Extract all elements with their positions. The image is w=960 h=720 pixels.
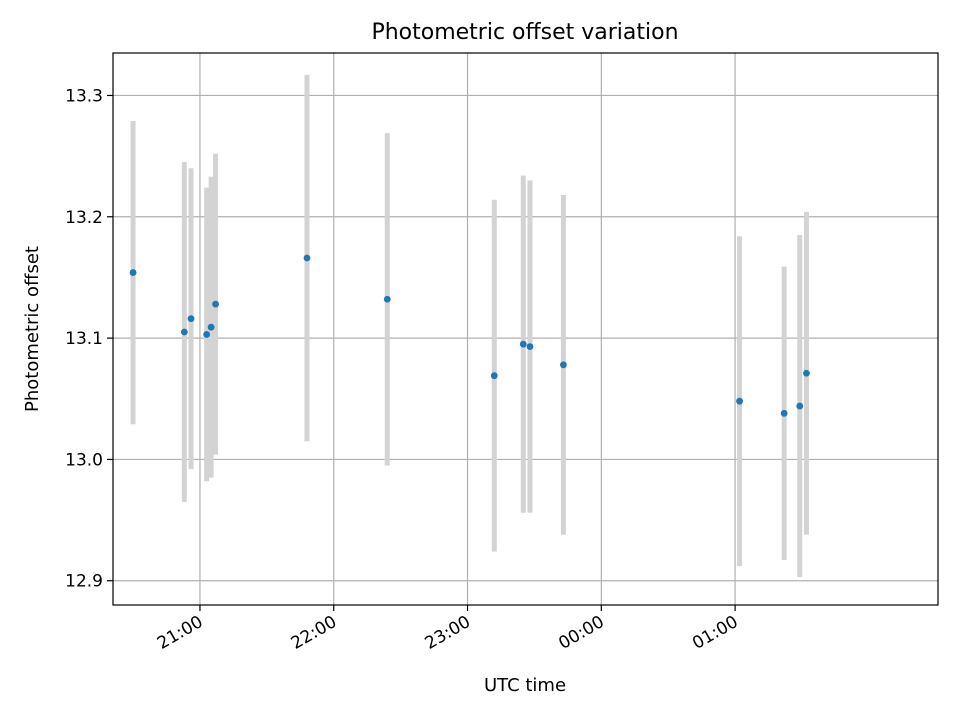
y-tick-label: 13.0 bbox=[65, 450, 103, 470]
x-axis-label: UTC time bbox=[484, 675, 566, 696]
x-tick-label: 22:00 bbox=[288, 612, 340, 654]
data-point bbox=[796, 402, 804, 410]
x-axis-ticks: 21:00 22:00 23:00 00:00 01:00 bbox=[154, 605, 742, 654]
y-tick-label: 13.2 bbox=[65, 208, 103, 228]
data-point bbox=[519, 340, 527, 348]
y-tick-label: 12.9 bbox=[65, 572, 103, 592]
plot-area-frame bbox=[112, 52, 939, 606]
y-axis-ticks: 12.9 13.0 13.1 13.2 13.3 bbox=[65, 86, 113, 592]
data-point bbox=[212, 300, 219, 308]
x-tick-label: 23:00 bbox=[422, 612, 474, 654]
data-point bbox=[180, 328, 188, 336]
x-tick-label: 01:00 bbox=[689, 612, 741, 654]
x-tick-label: 00:00 bbox=[555, 612, 607, 654]
errorbars bbox=[130, 74, 809, 578]
data-point bbox=[736, 397, 743, 405]
data-point bbox=[383, 295, 391, 303]
chart-title: Photometric offset variation bbox=[371, 20, 678, 45]
x-tick-label: 21:00 bbox=[154, 612, 206, 654]
data-point bbox=[780, 409, 788, 417]
data-point bbox=[129, 269, 137, 276]
y-axis-label: Photometric offset bbox=[22, 246, 43, 412]
data-point bbox=[803, 369, 810, 377]
data-point bbox=[187, 315, 195, 323]
data-point bbox=[526, 343, 534, 350]
y-tick-label: 13.3 bbox=[65, 86, 103, 106]
data-point bbox=[207, 323, 215, 331]
data-point bbox=[490, 372, 498, 380]
data-point bbox=[203, 331, 211, 338]
y-tick-label: 13.1 bbox=[65, 329, 103, 349]
data-points bbox=[129, 254, 810, 417]
data-point bbox=[560, 361, 567, 369]
data-point bbox=[303, 254, 311, 262]
